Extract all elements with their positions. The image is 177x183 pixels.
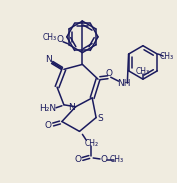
Text: H₂N: H₂N <box>39 104 56 113</box>
Text: O: O <box>105 69 112 78</box>
Text: O: O <box>74 155 81 165</box>
Text: N: N <box>68 103 75 112</box>
Text: NH: NH <box>117 79 130 88</box>
Text: O: O <box>100 155 107 165</box>
Text: O: O <box>45 121 52 130</box>
Text: S: S <box>97 114 103 123</box>
Text: CH₃: CH₃ <box>42 33 56 42</box>
Text: N: N <box>45 55 52 64</box>
Text: CH₃: CH₃ <box>110 155 124 165</box>
Text: CH₂: CH₂ <box>84 139 98 148</box>
Text: CH₃: CH₃ <box>136 67 150 76</box>
Text: O: O <box>57 35 64 44</box>
Text: CH₃: CH₃ <box>160 52 174 61</box>
